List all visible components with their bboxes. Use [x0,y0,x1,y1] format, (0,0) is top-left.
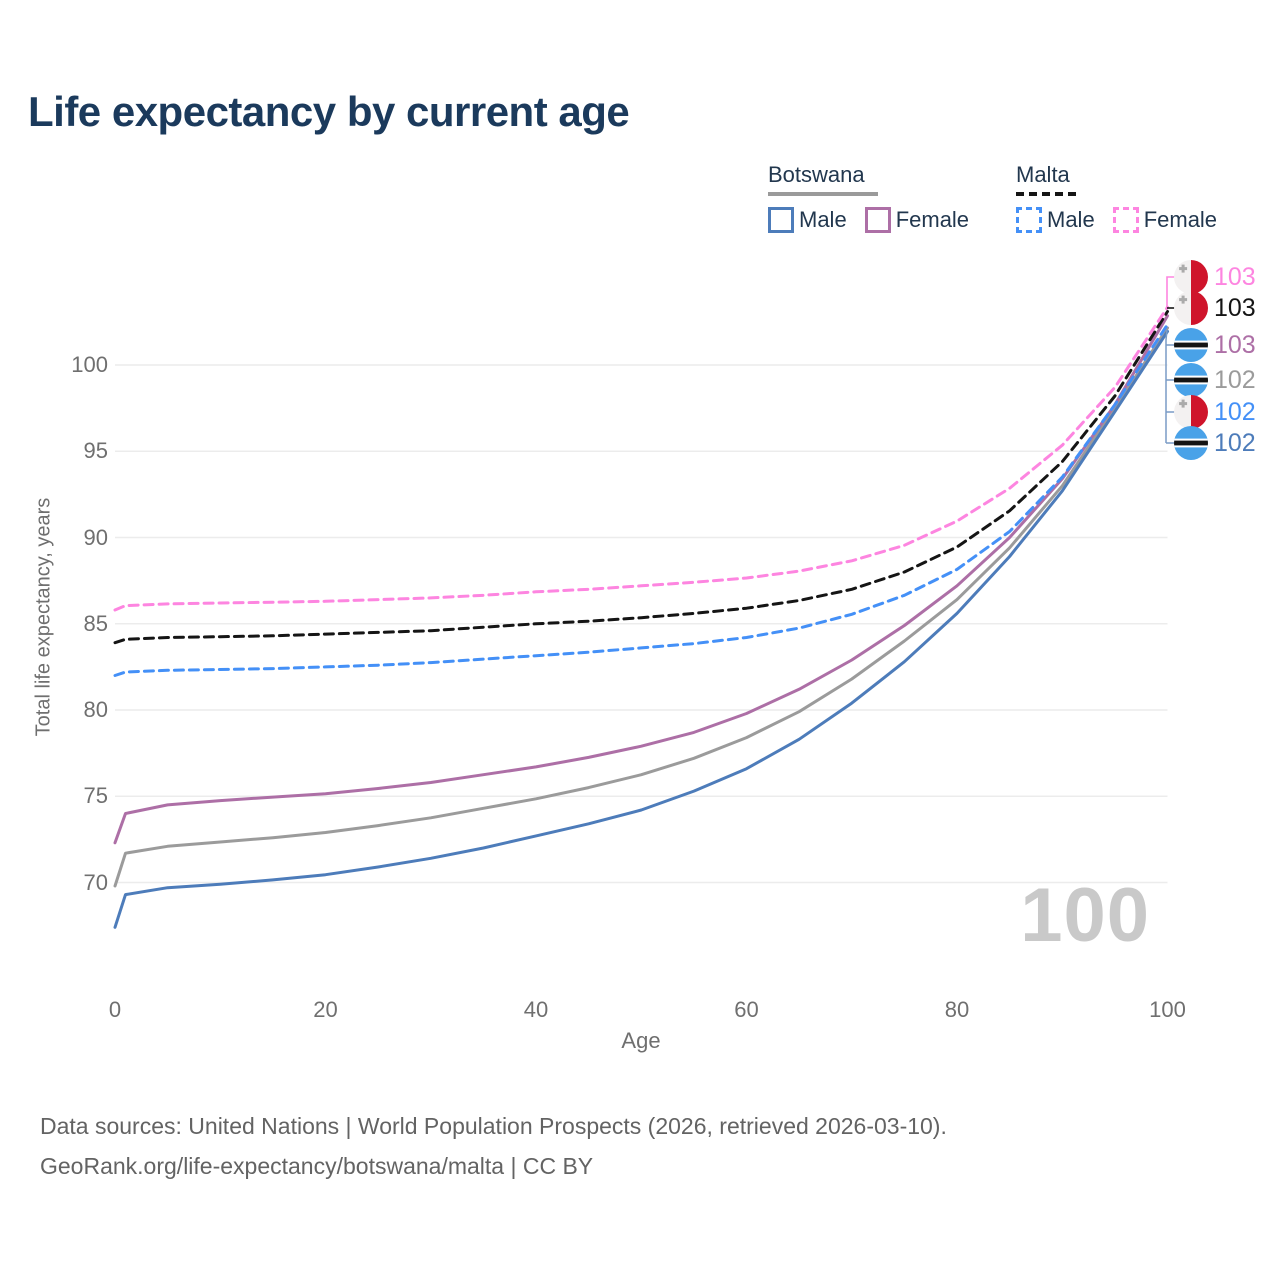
end-value: 102 [1214,428,1256,457]
series-line-malta-male [113,323,1169,677]
malta-flag-icon [1174,260,1208,294]
hovered-age-watermark: 100 [1020,873,1150,958]
page-title: Life expectancy by current age [28,88,630,135]
x-axis-title: Age [621,1028,661,1053]
x-tick-label: 20 [313,997,338,1022]
series-line-malta-all [113,310,1169,645]
legend-row-botswana: Male Female [768,207,987,233]
legend-entry-botswana-female[interactable]: Female [864,207,970,233]
end-value: 103 [1214,293,1256,322]
y-tick-label: 75 [83,783,108,809]
malta-male-swatch-icon [1016,207,1042,233]
y-tick-label: 80 [83,697,108,722]
end-label-row-malta-1: 103 [1174,291,1256,325]
x-tick-label: 60 [734,997,759,1022]
malta-dashed-line-sample [1016,192,1076,196]
x-tick-label: 100 [1149,997,1186,1022]
botswana-male-swatch-icon [768,207,794,233]
legend-group-botswana: Botswana Male Female [768,162,987,233]
y-tick-label: 100 [71,352,108,377]
malta-female-swatch-icon [1112,207,1139,233]
legend-label: Male [799,207,847,232]
end-value: 102 [1214,397,1256,426]
x-tick-label: 40 [523,997,549,1022]
end-value: 103 [1214,330,1256,359]
x-tick-label: 80 [944,997,970,1022]
series-line-malta-female [113,305,1169,612]
end-label-row-botswana-3: 102 [1174,363,1256,397]
legend-group-malta: Malta Male Female [1016,162,1235,233]
series-line-botswana-male [113,329,1169,929]
legend-label: Male [1047,207,1095,232]
end-value: 103 [1214,262,1256,291]
x-tick-label: 0 [108,997,122,1022]
botswana-flag-icon [1174,426,1208,460]
end-label-row-botswana-2: 103 [1174,328,1256,362]
malta-flag-icon [1174,395,1208,429]
botswana-flag-icon [1174,363,1208,397]
y-tick-label: 90 [83,524,108,550]
malta-flag-icon [1174,291,1208,325]
legend-country-botswana: Botswana [768,162,865,187]
legend-label: Female [895,207,970,232]
legend-country-malta: Malta [1016,162,1070,187]
series-line-botswana-female [113,314,1169,845]
legend-row-malta: Male Female [1016,207,1235,233]
footer: Data sources: United Nations | World Pop… [40,1106,947,1186]
y-tick-label: 95 [83,438,108,464]
legend-label: Female [1143,207,1218,232]
data-source-note: Data sources: United Nations | World Pop… [40,1113,947,1139]
botswana-female-swatch-icon [864,207,891,233]
end-label-row-malta-4: 102 [1174,395,1256,429]
legend-entry-malta-female[interactable]: Female [1112,207,1218,233]
series-line-botswana-all [113,326,1169,888]
y-tick-label: 85 [83,610,108,636]
legend-entry-botswana-male[interactable]: Male [768,207,847,233]
end-label-row-botswana-5: 102 [1174,426,1256,460]
botswana-solid-line-sample [768,192,878,196]
legend-entry-malta-male[interactable]: Male [1016,207,1095,233]
end-value: 102 [1214,365,1256,394]
attribution-link[interactable]: GeoRank.org/life-expectancy/botswana/mal… [40,1153,594,1179]
y-tick-label: 70 [83,869,108,895]
end-label-row-malta-0: 103 [1174,260,1256,294]
botswana-flag-icon [1174,328,1208,362]
